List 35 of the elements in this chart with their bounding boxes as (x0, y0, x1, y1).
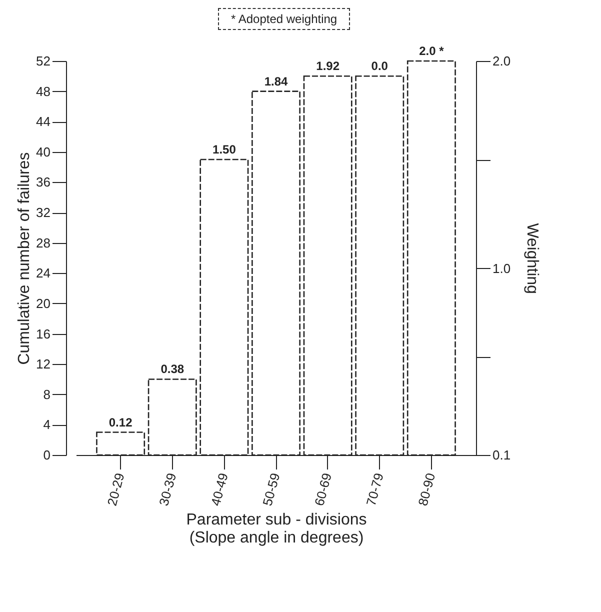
annotation: 0.38 (160, 362, 184, 376)
annotation: 2.0 * (419, 44, 444, 58)
annotation: 1.50 (212, 142, 236, 156)
y-tick-label: 20 (36, 296, 50, 311)
x-tick-label: 30-39 (156, 471, 180, 508)
annotation: 0.12 (108, 415, 133, 430)
y-tick-label: 36 (36, 174, 50, 190)
annotation: 0.0 (371, 59, 388, 74)
y-tick-label: 12 (36, 356, 50, 372)
x-tick-label: 50-59 (260, 471, 283, 508)
y-tick-label: 40 (36, 144, 50, 160)
x-tick-label: 40-49 (208, 471, 231, 508)
x-tick-label: 70-79 (363, 471, 386, 508)
x-axis-title: Parameter sub - divisions (Slope angle in degrees) (186, 511, 367, 546)
y-tick-label: 0 (43, 448, 50, 462)
y-tick-label: 4 (43, 417, 50, 432)
y-tick-label: 32 (36, 205, 50, 220)
y-axis-title: Cumulative number of failures (16, 152, 34, 365)
y-tick-label: 52 (36, 54, 50, 68)
text: * Adopted weighting (218, 8, 350, 30)
x-tick-label: 60-69 (311, 471, 335, 508)
x-tick-label: 20-29 (104, 471, 128, 508)
y2-axis-title: Weighting (524, 223, 541, 294)
y-tick-label: 8 (43, 386, 50, 402)
y2-tick-label: 0.1 (492, 448, 511, 462)
y-tick-label: 16 (36, 326, 50, 342)
annotation: 1.84 (264, 74, 288, 88)
y-tick-label: 48 (36, 84, 50, 99)
annotation: 1.92 (316, 59, 340, 74)
y-tick-label: 24 (36, 266, 50, 281)
y-tick-label: 28 (36, 235, 50, 250)
y-tick-label: 44 (36, 114, 50, 130)
y2-tick-label: 1.0 (492, 260, 511, 276)
x-tick-label: 80-90 (415, 471, 438, 508)
y2-tick-label: 2.0 (492, 54, 511, 68)
